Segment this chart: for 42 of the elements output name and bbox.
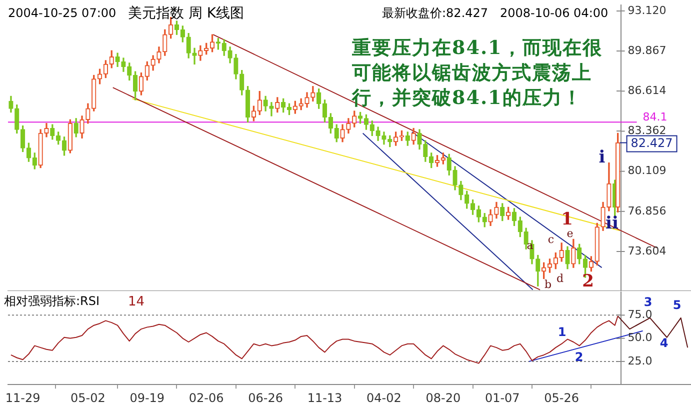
x-tick-label: 09-19 (130, 390, 165, 405)
annotation: 2 (574, 350, 584, 364)
y-tick-label: 93.120 (628, 4, 666, 17)
y-tick-label: 83.362 (628, 124, 666, 138)
x-tick-label: 11-29 (5, 390, 40, 405)
annotation: 重要压力在84.1，而现在很可能将以锯齿波方式震荡上行，并突破84.1的压力！ (352, 36, 604, 111)
x-tick-label: 11-13 (307, 390, 342, 405)
y-tick-label: 76.856 (628, 204, 666, 218)
x-tick-label: 08-20 (426, 390, 461, 405)
x-tick-label: 02-06 (188, 390, 224, 405)
annotation: 5 (672, 298, 682, 312)
y-tick-label: 86.614 (628, 84, 666, 97)
annotation: b (544, 278, 552, 291)
annotation: d (556, 272, 564, 285)
ref-line-label: 84.1 (642, 110, 668, 124)
y-tick-label: 73.604 (628, 244, 666, 258)
y-tick-label: 75.0 (628, 308, 652, 322)
chart-title: 相对强弱指标:RSI (4, 294, 100, 308)
chart-title: 美元指数 周 K线图 (128, 6, 244, 22)
x-tick-label: 05-02 (70, 390, 106, 405)
annotation: 14 (128, 294, 145, 310)
annotation: 82.427 (630, 136, 673, 150)
y-tick-label: 25.0 (628, 354, 652, 368)
y-tick-label: 89.867 (628, 44, 666, 57)
x-tick-label: 01-07 (484, 390, 520, 405)
annotation: 2008-10-06 04:00 (500, 6, 608, 20)
annotation: 4 (660, 336, 668, 350)
annotation: e (566, 226, 574, 240)
x-tick-label: 05-26 (544, 390, 580, 405)
candlestick (192, 48, 197, 65)
annotation: c (548, 232, 554, 246)
y-tick-label: 80.109 (628, 164, 666, 178)
x-tick-label: 04-02 (366, 390, 402, 405)
annotation: 2004-10-25 07:00 (8, 6, 116, 20)
annotation: 1 (558, 325, 566, 340)
y-tick-label: 50.0 (628, 331, 652, 344)
candlestick (269, 102, 274, 116)
x-tick-label: 06-26 (248, 390, 283, 405)
annotation: 2 (582, 271, 594, 292)
annotation: 3 (644, 295, 652, 310)
annotation: i (598, 147, 606, 168)
annotation: 最新收盘价:82.427 (382, 6, 488, 20)
